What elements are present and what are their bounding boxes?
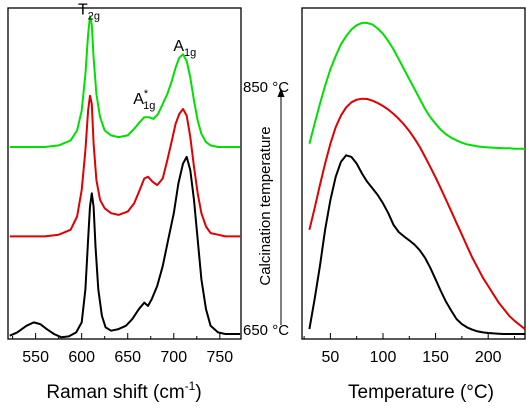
temperature-panel: 50 100 150 200 Temperature (°C) xyxy=(301,7,526,403)
raman-annotations: T2g A* 1g A1g xyxy=(78,2,196,112)
temperature-tick-label: 50 xyxy=(322,349,340,366)
calcination-top-label: 850 °C xyxy=(243,79,289,96)
raman-tick-label: 550 xyxy=(22,349,49,366)
temperature-series-red xyxy=(308,97,526,330)
raman-series-black xyxy=(9,155,241,339)
raman-x-ticks: 550 600 650 700 750 xyxy=(12,333,233,366)
raman-series-green xyxy=(9,15,241,148)
temperature-tick-label: 200 xyxy=(475,349,502,366)
raman-tick-label: 750 xyxy=(206,349,233,366)
temperature-plot-frame xyxy=(301,7,526,340)
temperature-series-black xyxy=(308,154,525,335)
raman-x-axis-title: Raman shift (cm-1) xyxy=(46,379,201,403)
raman-tick-label: 600 xyxy=(68,349,95,366)
raman-plot-frame xyxy=(7,7,242,340)
raman-series-group xyxy=(9,15,241,339)
calcination-temperature-axis: 850 °C 650 °C Calcination temperature xyxy=(243,79,289,339)
peak-label: A1g xyxy=(173,38,196,59)
temperature-series-group xyxy=(308,21,526,335)
peak-label: T2g xyxy=(78,2,100,23)
temperature-x-ticks: 50 100 150 200 xyxy=(303,333,515,366)
raman-series-red xyxy=(9,94,241,238)
raman-panel: 550 600 650 700 750 T2g A* 1g A1g Raman shift (… xyxy=(7,2,242,403)
raman-tick-label: 650 xyxy=(114,349,141,366)
temperature-tick-label: 150 xyxy=(422,349,449,366)
raman-tick-label: 700 xyxy=(160,349,187,366)
calcination-arrow-head xyxy=(277,88,285,97)
calcination-axis-label: Calcination temperature xyxy=(257,126,274,285)
peak-label: A* 1g xyxy=(133,88,155,112)
temperature-x-axis-title: Temperature (°C) xyxy=(348,382,494,403)
calcination-bottom-label: 650 °C xyxy=(243,322,289,339)
temperature-series-green xyxy=(308,21,525,150)
temperature-tick-label: 100 xyxy=(370,349,397,366)
